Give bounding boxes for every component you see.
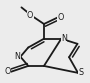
Text: O: O [58, 13, 64, 22]
Text: O: O [4, 67, 11, 76]
Text: N: N [61, 34, 67, 43]
Text: N: N [14, 52, 20, 61]
Text: O: O [27, 11, 33, 20]
Text: S: S [79, 68, 84, 77]
